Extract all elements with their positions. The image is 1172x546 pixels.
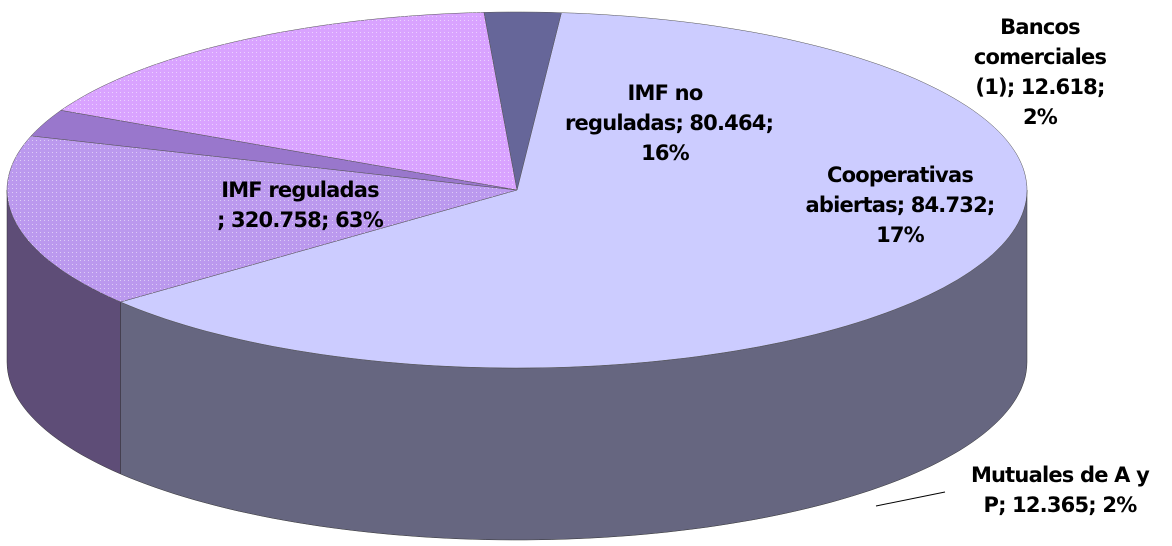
slice-label: IMF no reguladas; 80.464; 16% [565,78,774,168]
category-label: Cooperativas abiertas; [805,163,974,217]
slice-label: Cooperativas abiertas; 84.732; 17% [795,160,1005,250]
slice-label: IMF reguladas ; 320.758; 63% [190,175,410,235]
slice-label: Mutuales de A y P; 12.365; 2% [940,460,1172,520]
category-label: IMF reguladas ; [217,178,380,232]
slice [483,11,562,191]
value-label: 12.618; 2% [1020,75,1106,129]
value-label: 320.758; 63% [230,208,384,232]
value-label: 80.464; 16% [641,111,774,165]
slice-label: Bancos comerciales (1); 12.618; 2% [965,12,1115,132]
category-label: IMF no reguladas; [565,81,703,135]
category-label: Mutuales de A y P; [970,463,1150,517]
leader-line [875,491,946,507]
value-label: 12.365; 2% [1012,493,1137,517]
value-label: 84.732; 17% [876,193,995,247]
category-label: Bancos comerciales (1); [973,15,1107,99]
